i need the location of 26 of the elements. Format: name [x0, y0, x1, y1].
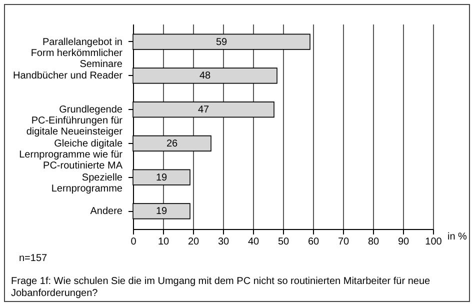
x-tick-label: 60 [308, 236, 320, 248]
data-label: 47 [198, 104, 210, 116]
x-tick-label: 40 [248, 236, 260, 248]
y-tick-label: Andere [90, 206, 123, 218]
x-tick-label: 30 [218, 236, 230, 248]
x-tick-label: 10 [158, 236, 170, 248]
y-tick-label: Grundlegende PC-Einführungen für digitale Neueinsteiger [26, 104, 124, 138]
data-label: 48 [199, 70, 211, 82]
x-tick-label: 0 [130, 236, 137, 248]
y-tick-label: Parallelangebot in Form herkömmlicher Seminare [30, 36, 124, 70]
x-tick-label: 20 [188, 236, 200, 248]
x-tick-label: 70 [338, 236, 350, 248]
y-tick-label: Spezielle Lernprogramme [51, 172, 123, 194]
text: Frage 1f: Wie schulen Sie die im Umgang mit dem PC nicht so routinierten Mitarbeiter für neue Jobanforderungen? [11, 276, 432, 300]
x-tick-label: 50 [278, 236, 290, 248]
x-tick-label: 100 [425, 236, 442, 248]
y-tick-label: Gleiche digitale Lernprogramme wie für PC-routinierte MA [19, 138, 124, 172]
data-label: 26 [166, 138, 178, 150]
y-tick-label: Handbücher und Reader [12, 70, 124, 82]
x-tick-label: 80 [368, 236, 380, 248]
x-axis-title: in % [448, 232, 468, 242]
data-label: 59 [216, 36, 228, 48]
x-tick-label: 90 [398, 236, 410, 248]
text: n=157 [19, 253, 48, 264]
data-label: 19 [156, 172, 168, 184]
data-label: 19 [156, 206, 168, 218]
